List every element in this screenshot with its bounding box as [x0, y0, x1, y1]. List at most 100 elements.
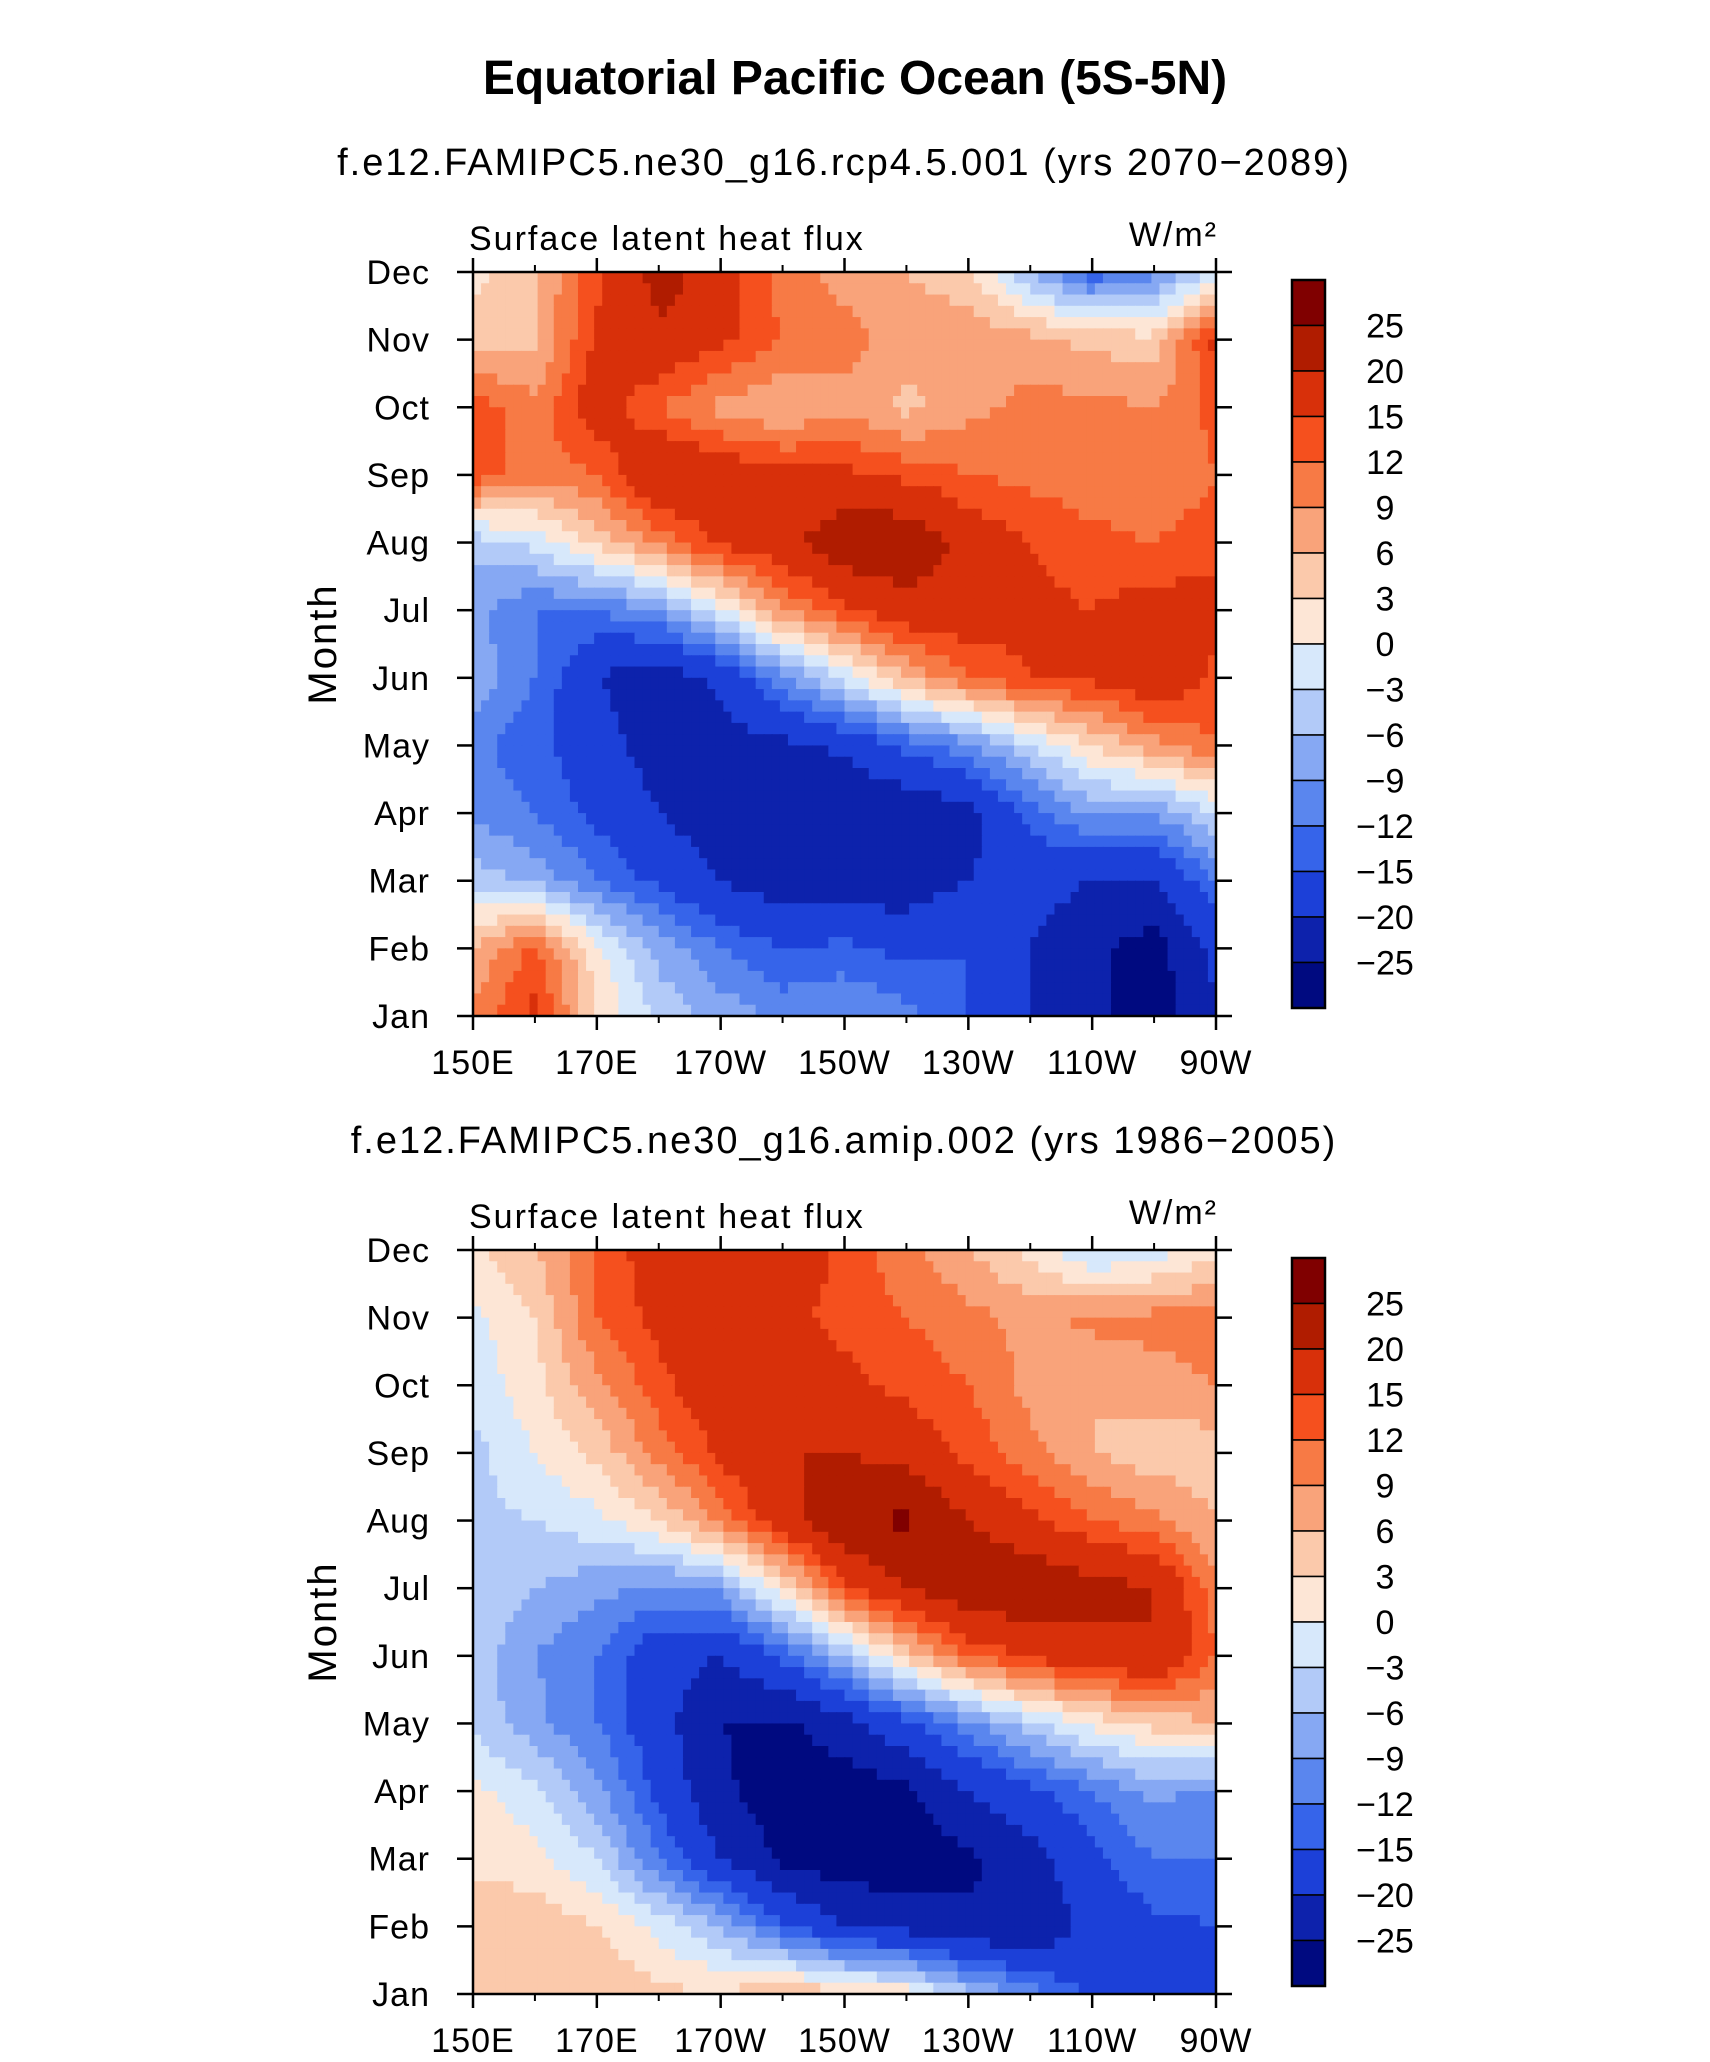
contour-cell — [925, 846, 935, 859]
contour-cell — [787, 700, 797, 713]
contour-cell — [513, 497, 523, 510]
contour-cell — [1207, 508, 1217, 521]
contour-cell — [1175, 587, 1185, 600]
contour-cell — [796, 858, 805, 871]
contour-cell — [989, 396, 999, 408]
contour-cell — [691, 711, 700, 724]
contour-cell — [779, 610, 789, 623]
contour-cell — [844, 328, 854, 341]
contour-cell — [481, 655, 490, 668]
contour-cell — [1111, 644, 1120, 656]
contour-cell — [658, 734, 668, 747]
contour-cell — [820, 689, 830, 702]
contour-cell — [545, 756, 555, 769]
contour-cell — [1006, 576, 1015, 589]
contour-cell — [1070, 396, 1080, 408]
contour-cell — [569, 508, 579, 521]
contour-cell — [884, 700, 894, 713]
contour-cell — [626, 632, 636, 645]
contour-cell — [529, 497, 539, 510]
contour-cell — [917, 576, 926, 589]
contour-cell — [892, 317, 902, 330]
contour-cell — [925, 768, 935, 780]
contour-cell — [707, 452, 716, 465]
contour-cell — [909, 846, 918, 859]
contour-cell — [1111, 497, 1120, 510]
contour-cell — [989, 824, 999, 837]
contour-cell — [650, 531, 660, 544]
contour-cell — [755, 339, 765, 352]
contour-cell — [804, 418, 813, 431]
contour-cell — [537, 328, 547, 341]
contour-cell — [1135, 846, 1145, 859]
contour-cell — [1006, 373, 1015, 386]
contour-cell — [707, 779, 716, 792]
contour-cell — [1127, 350, 1136, 363]
contour-cell — [1006, 362, 1015, 375]
contour-cell — [699, 666, 708, 679]
contour-cell — [1151, 441, 1161, 454]
contour-cell — [779, 362, 789, 375]
contour-cell — [1127, 497, 1136, 510]
contour-cell — [787, 317, 797, 330]
contour-cell — [650, 689, 660, 702]
contour-cell — [505, 362, 515, 375]
contour-cell — [1199, 587, 1209, 600]
contour-cell — [553, 272, 563, 284]
contour-cell — [545, 677, 555, 690]
contour-cell — [909, 700, 918, 713]
contour-cell — [610, 373, 620, 386]
contour-cell — [1127, 373, 1136, 386]
contour-cell — [489, 835, 498, 848]
contour-cell — [1143, 272, 1153, 284]
contour-cell — [997, 474, 1007, 487]
contour-cell — [569, 362, 579, 375]
contour-cell — [1151, 497, 1161, 510]
contour-cell — [618, 587, 628, 600]
contour-cell — [553, 677, 563, 690]
contour-cell — [569, 768, 579, 780]
contour-cell — [1143, 745, 1153, 758]
contour-cell — [796, 384, 805, 397]
contour-cell — [1078, 328, 1088, 341]
contour-cell — [674, 396, 684, 408]
contour-cell — [787, 294, 797, 307]
contour-cell — [965, 790, 975, 803]
contour-cell — [1094, 463, 1104, 476]
contour-cell — [1207, 587, 1217, 600]
contour-cell — [691, 317, 700, 330]
contour-cell — [1199, 565, 1209, 578]
contour-cell — [796, 373, 805, 386]
contour-cell — [804, 317, 813, 330]
contour-cell — [787, 339, 797, 352]
contour-cell — [642, 384, 652, 397]
contour-cell — [771, 328, 781, 341]
contour-cell — [1143, 305, 1153, 318]
contour-cell — [634, 441, 644, 454]
contour-cell — [941, 317, 951, 330]
contour-cell — [901, 283, 910, 296]
contour-cell — [682, 869, 692, 882]
contour-cell — [804, 283, 813, 296]
contour-cell — [755, 813, 765, 826]
contour-cell — [860, 587, 870, 600]
contour-cell — [909, 407, 918, 420]
contour-cell — [505, 272, 515, 284]
contour-cell — [852, 790, 862, 803]
contour-cell — [804, 350, 813, 363]
contour-cell — [602, 666, 611, 679]
contour-cell — [1094, 644, 1104, 656]
contour-cell — [1207, 396, 1217, 408]
contour-cell — [804, 824, 813, 837]
contour-cell — [569, 689, 579, 702]
contour-cell — [1199, 700, 1209, 713]
contour-cell — [836, 418, 846, 431]
contour-cell — [723, 700, 733, 713]
contour-cell — [715, 350, 725, 363]
contour-cell — [674, 452, 684, 465]
contour-cell — [997, 294, 1007, 307]
contour-cell — [1030, 294, 1040, 307]
contour-cell — [650, 565, 660, 578]
contour-cell — [884, 677, 894, 690]
contour-cell — [731, 869, 741, 882]
